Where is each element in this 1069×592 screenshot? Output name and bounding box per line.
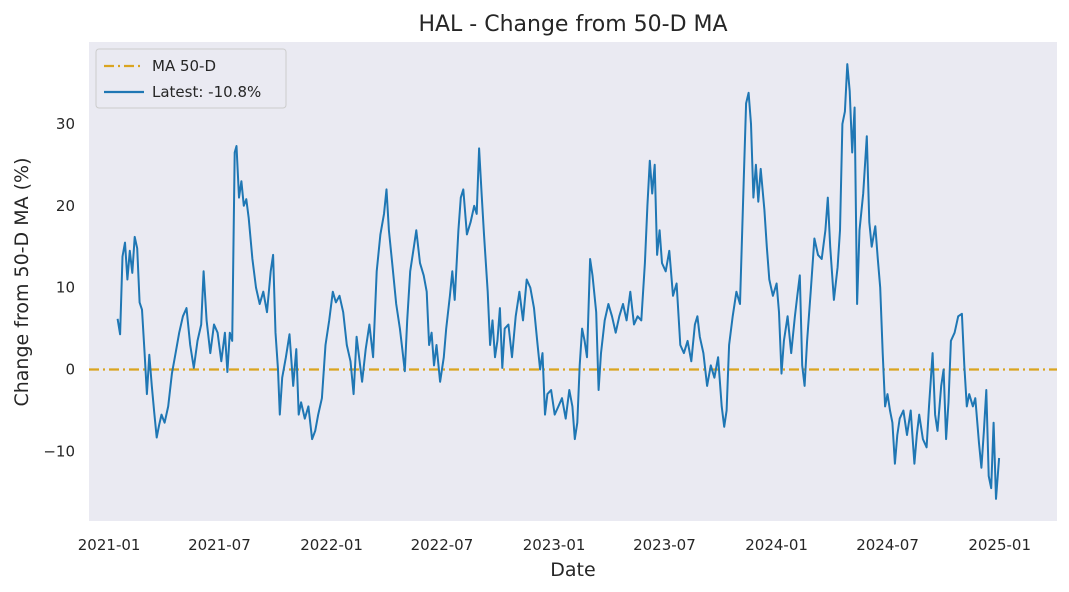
y-tick-label: 30 <box>56 115 75 133</box>
x-tick-label: 2024-01 <box>745 536 808 554</box>
legend-latest-label: Latest: -10.8% <box>152 83 261 101</box>
x-tick-label: 2021-07 <box>188 536 251 554</box>
x-tick-label: 2023-01 <box>523 536 586 554</box>
series-layer <box>116 63 1001 500</box>
legend-ma-label: MA 50-D <box>152 57 216 75</box>
legend-box <box>95 48 287 109</box>
x-tick-label: 2024-07 <box>856 536 919 554</box>
y-tick-label: −10 <box>43 442 75 460</box>
y-tick-labels: −10 0 10 20 30 <box>43 115 75 461</box>
chart-title: HAL - Change from 50-D MA <box>418 12 727 37</box>
series-line-latest <box>116 63 1001 500</box>
x-tick-label: 2025-01 <box>968 536 1031 554</box>
x-tick-label: 2023-07 <box>633 536 696 554</box>
plot-background <box>89 42 1057 521</box>
x-tick-labels: 2021-01 2021-07 2022-01 2022-07 2023-01 2023-… <box>78 536 1031 554</box>
y-tick-label: 0 <box>65 361 75 379</box>
legend: MA 50-D Latest: -10.8% <box>95 48 287 109</box>
x-tick-label: 2021-01 <box>78 536 141 554</box>
y-tick-label: 20 <box>56 197 75 215</box>
x-tick-label: 2022-07 <box>411 536 474 554</box>
x-tick-label: 2022-01 <box>300 536 363 554</box>
y-axis-label: Change from 50-D MA (%) <box>11 157 33 406</box>
x-axis-label: Date <box>550 559 595 581</box>
y-tick-label: 10 <box>56 279 75 297</box>
